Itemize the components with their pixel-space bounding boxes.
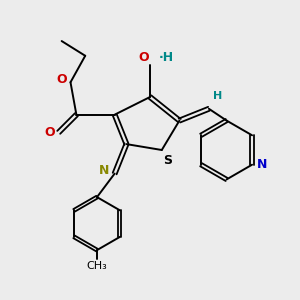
Text: CH₃: CH₃ [87,261,107,271]
Text: N: N [257,158,268,171]
Text: O: O [56,73,67,86]
Text: S: S [163,154,172,167]
Text: H: H [213,91,222,100]
Text: N: N [99,164,110,177]
Text: ·H: ·H [159,51,174,64]
Text: O: O [139,51,149,64]
Text: O: O [45,126,55,139]
